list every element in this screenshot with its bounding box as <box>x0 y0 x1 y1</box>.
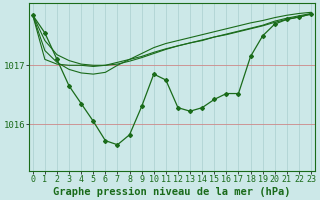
X-axis label: Graphe pression niveau de la mer (hPa): Graphe pression niveau de la mer (hPa) <box>53 186 291 197</box>
